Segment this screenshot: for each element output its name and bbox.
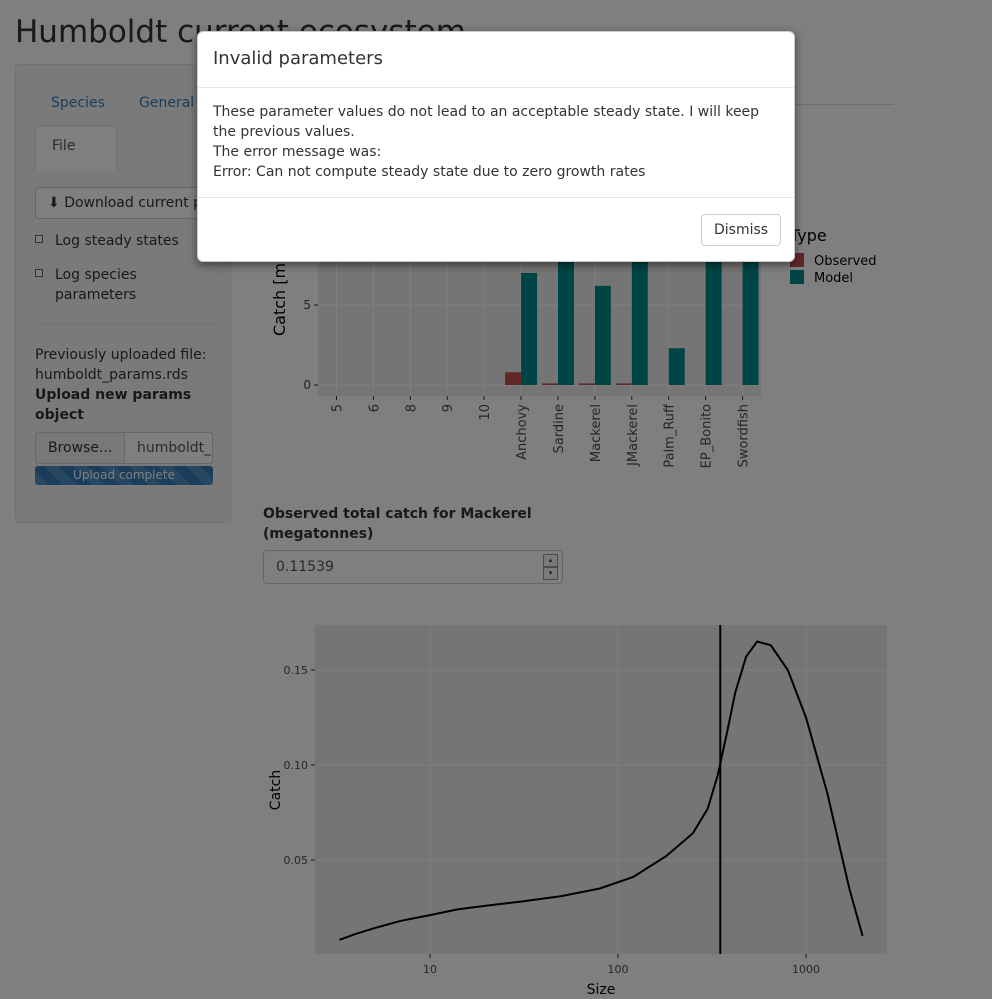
modal-body: These parameter values do not lead to an… — [213, 102, 779, 182]
modal-message: The error message was: — [213, 144, 382, 160]
modal-header-divider — [198, 87, 794, 88]
invalid-parameters-dialog: Invalid parameters These parameter value… — [197, 31, 795, 262]
modal-message: These parameter values do not lead to an… — [213, 104, 760, 140]
modal-message: Error: Can not compute steady state due … — [213, 164, 646, 180]
dismiss-button[interactable]: Dismiss — [701, 214, 781, 246]
modal-title: Invalid parameters — [213, 48, 383, 69]
modal-footer-divider — [198, 197, 794, 198]
